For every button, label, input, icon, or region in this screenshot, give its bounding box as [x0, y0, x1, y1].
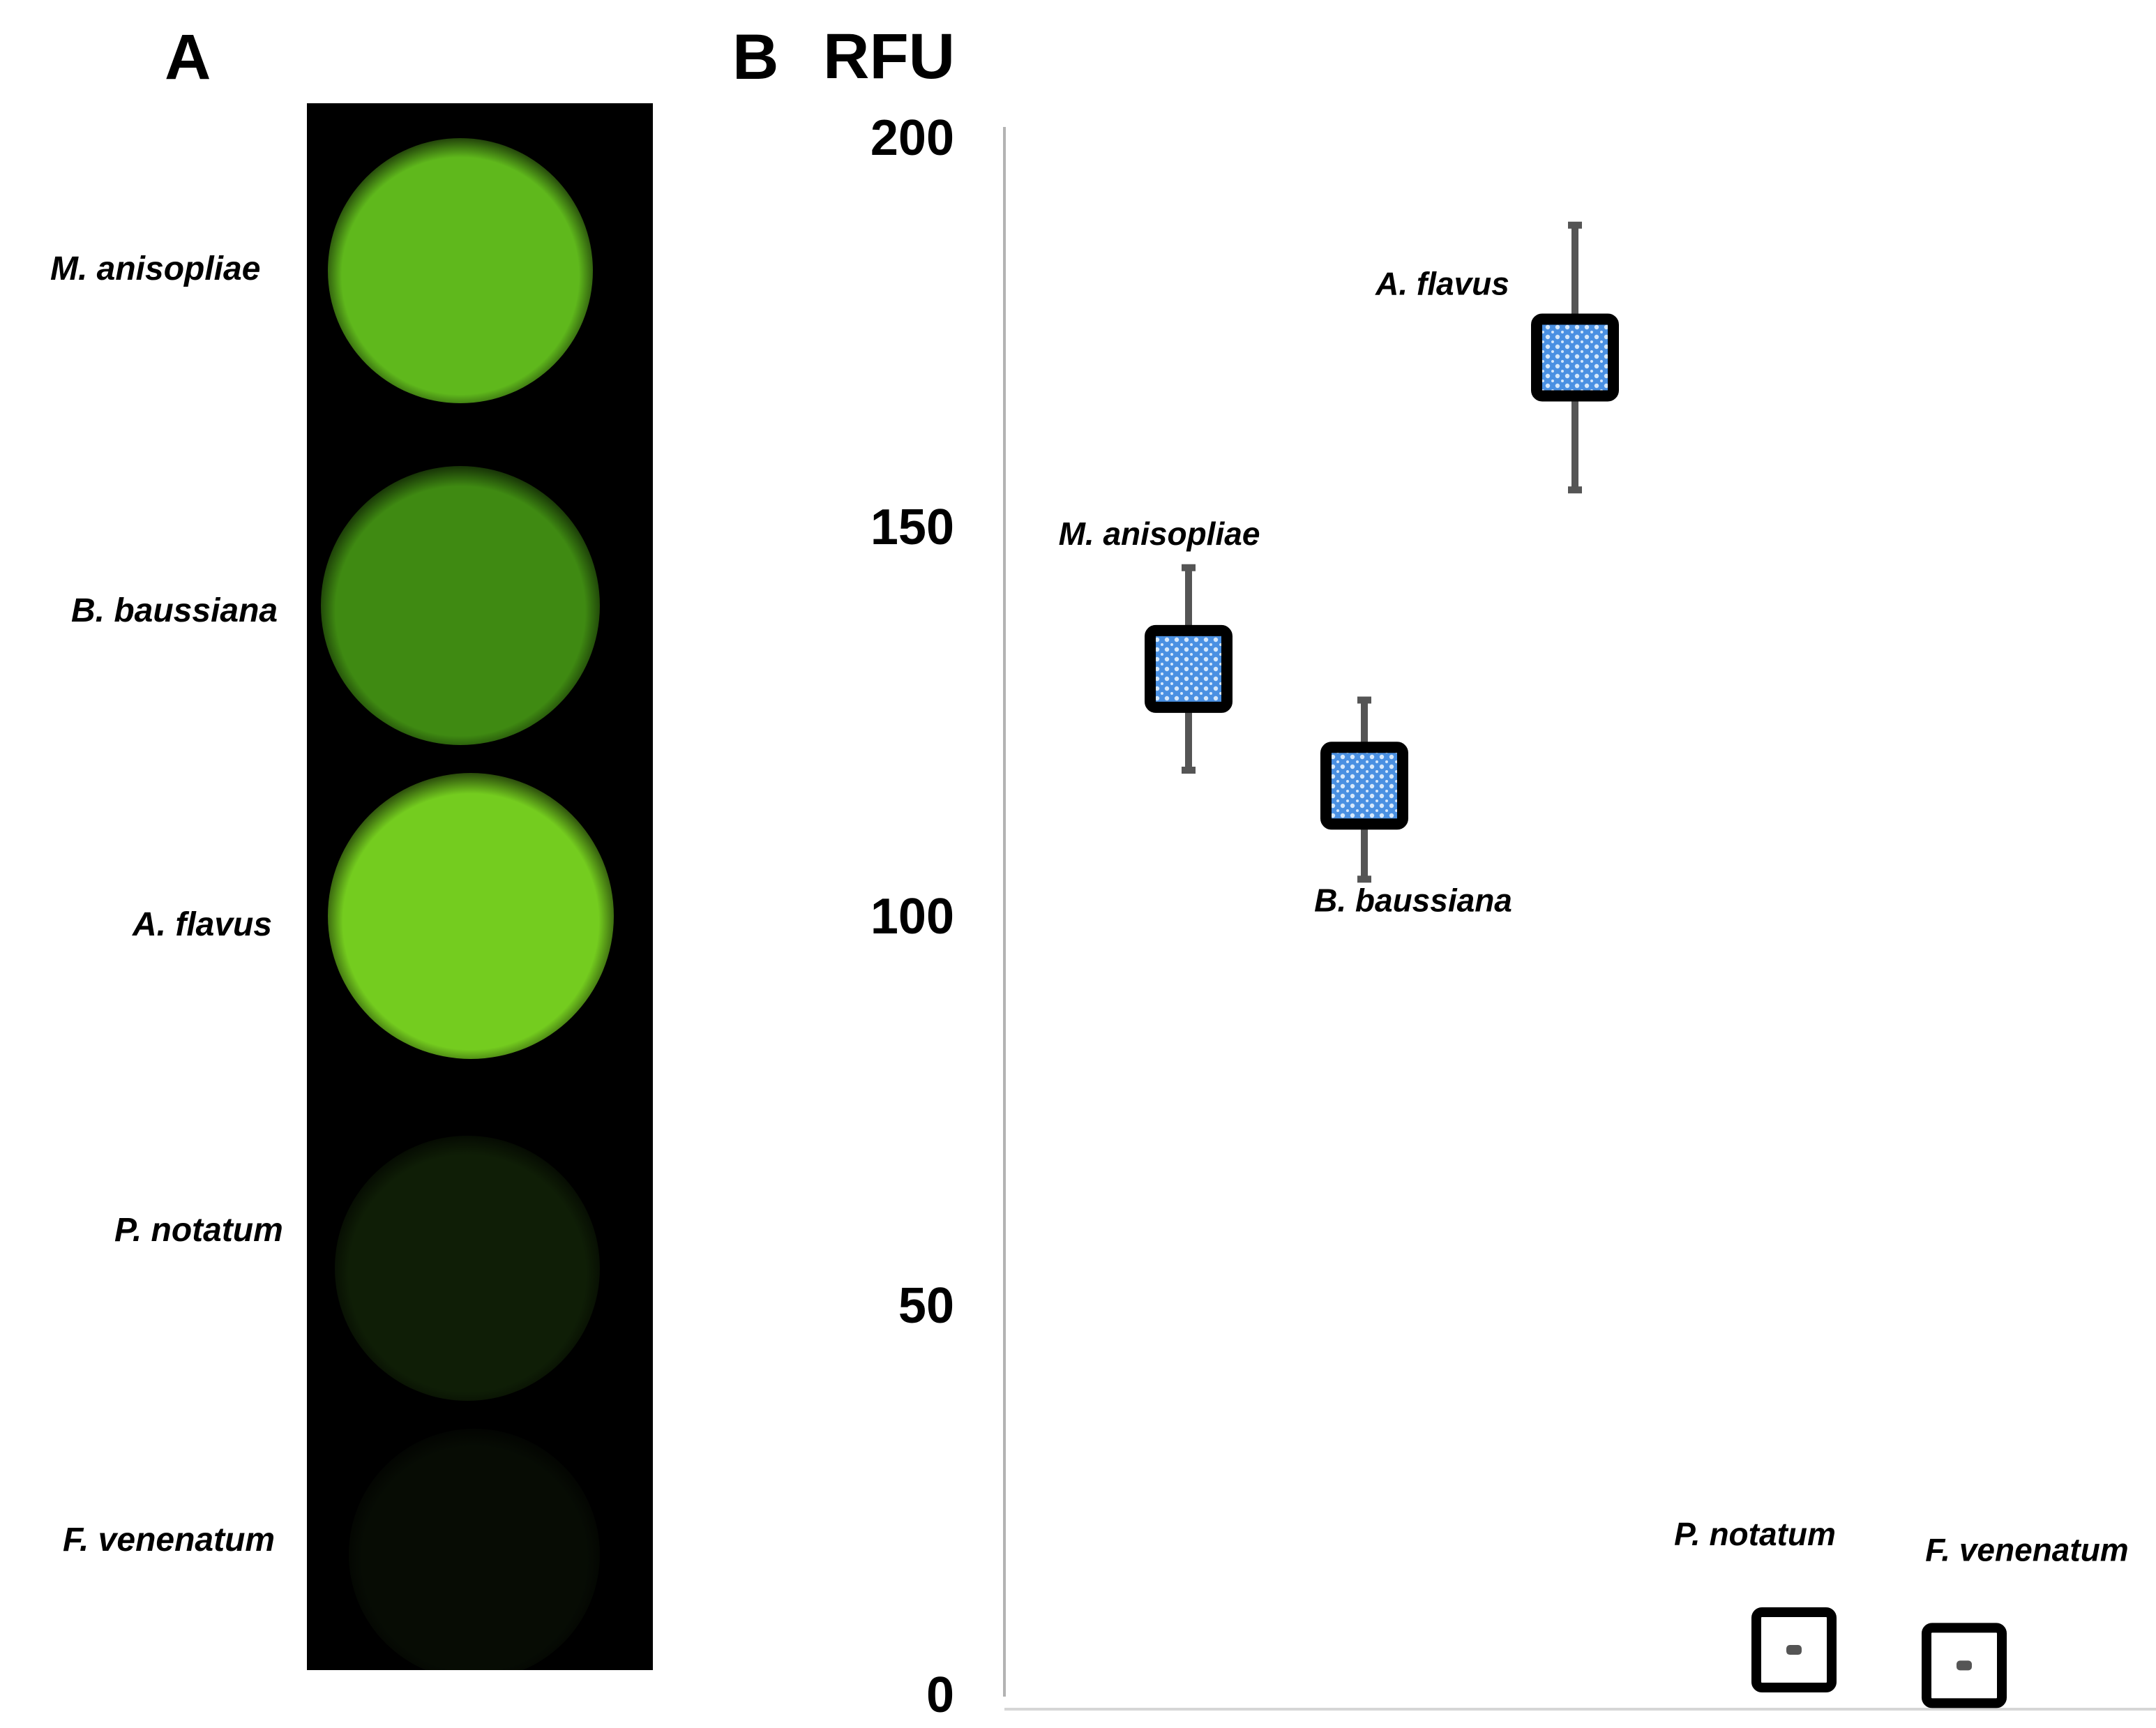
y-axis-title: RFU: [823, 21, 955, 92]
photo-label-f-venenatum: F. venenatum: [63, 1522, 276, 1558]
y-tick-label-50: 50: [898, 1278, 954, 1334]
point-label-b-baussiana: B. baussiana: [1314, 882, 1512, 918]
data-point-p-notatum: P. notatum: [1674, 1516, 1837, 1693]
data-point-m-anisopliae: M. anisopliae: [1059, 516, 1260, 774]
y-tick-label-0: 0: [926, 1667, 954, 1723]
error-bar-p-notatum: [1786, 1645, 1802, 1655]
photo-label-m-anisopliae: M. anisopliae: [50, 250, 261, 287]
photo-label-p-notatum: P. notatum: [114, 1212, 283, 1249]
well-a-flavus: [328, 773, 614, 1059]
marker-m-anisopliae: [1145, 624, 1232, 713]
well-f-venenatum: [349, 1429, 600, 1670]
well-p-notatum: [335, 1136, 600, 1401]
photo-label-b-baussiana: B. baussiana: [71, 592, 278, 629]
data-point-a-flavus: A. flavus: [1375, 221, 1619, 494]
y-tick-label-200: 200: [870, 110, 954, 166]
panel-b-label: B: [732, 22, 779, 93]
data-point-b-baussiana: B. baussiana: [1314, 696, 1512, 918]
point-label-f-venenatum: F. venenatum: [1925, 1531, 2128, 1568]
marker-a-flavus: [1531, 313, 1619, 402]
well-b-baussiana: [321, 466, 600, 745]
point-label-p-notatum: P. notatum: [1674, 1516, 1836, 1552]
error-bar-f-venenatum: [1957, 1660, 1972, 1671]
point-label-a-flavus: A. flavus: [1375, 265, 1509, 301]
marker-b-baussiana: [1320, 742, 1408, 830]
panel-a-label: A: [165, 22, 211, 93]
fluorescence-photo: [307, 103, 653, 1670]
data-point-f-venenatum: F. venenatum: [1922, 1531, 2129, 1708]
y-tick-label-100: 100: [870, 889, 954, 945]
photo-label-a-flavus: A. flavus: [133, 906, 273, 943]
well-m-anisopliae: [328, 138, 593, 403]
point-label-m-anisopliae: M. anisopliae: [1059, 516, 1260, 552]
y-tick-label-150: 150: [870, 499, 954, 555]
